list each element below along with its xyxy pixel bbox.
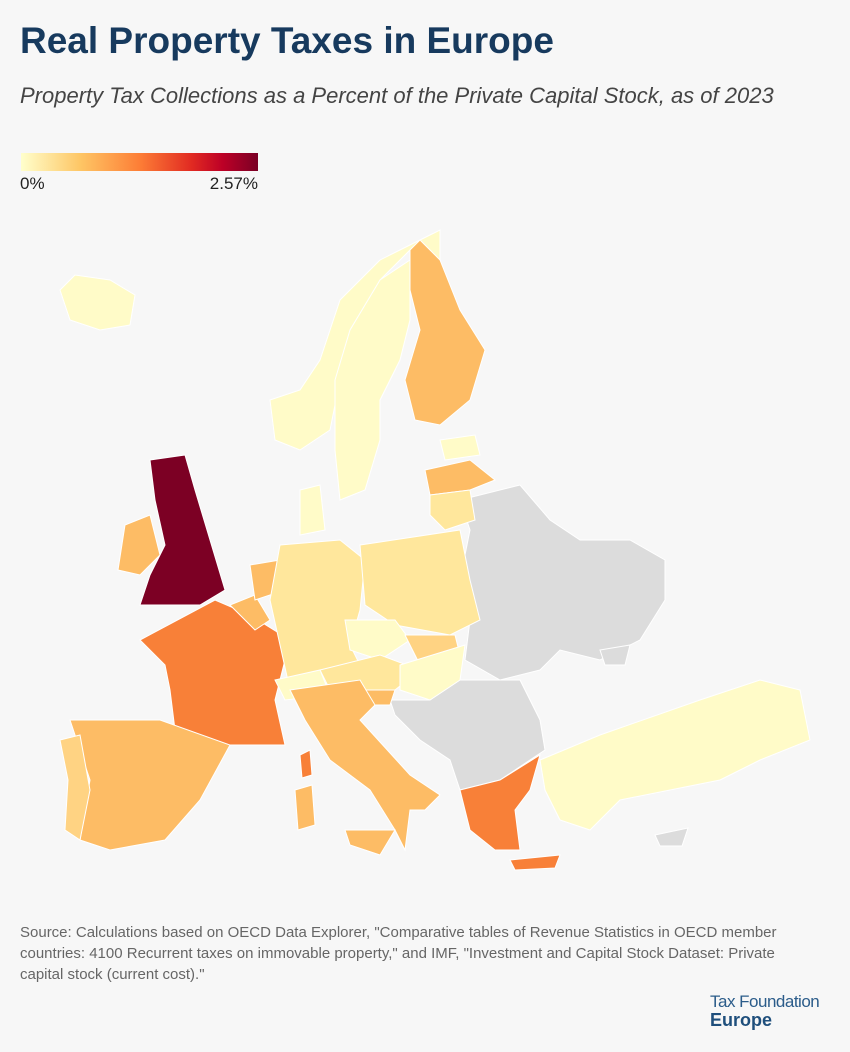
country-spain <box>69 719 231 851</box>
country-sardinia <box>294 784 316 831</box>
country-hungary <box>399 644 466 701</box>
country-crete <box>509 854 561 871</box>
country-denmark <box>299 484 326 536</box>
country-lithuania <box>429 489 476 531</box>
country-sweden <box>334 259 411 501</box>
country-iceland <box>59 274 136 331</box>
country-cyprus <box>654 827 689 847</box>
country-italy <box>289 679 441 852</box>
country-united-kingdom <box>139 454 226 606</box>
country-greece <box>459 753 541 851</box>
page-title: Real Property Taxes in Europe <box>20 20 554 61</box>
country-germany <box>269 539 366 691</box>
logo-line1: Tax Foundation <box>710 992 820 1011</box>
country-corsica <box>299 749 313 779</box>
country-belgium <box>229 594 271 631</box>
country-no-data-east <box>459 484 666 681</box>
legend-color-bar <box>21 153 258 171</box>
country-portugal <box>59 734 91 841</box>
tax-foundation-logo: Tax Foundation Europe <box>710 992 820 1030</box>
country-latvia <box>424 459 496 496</box>
country-czechia <box>344 619 411 661</box>
country-crimea <box>599 644 631 666</box>
subtitle: Property Tax Collections as a Percent of… <box>20 83 774 108</box>
logo-line2: Europe <box>710 1010 773 1030</box>
country-poland <box>359 529 481 636</box>
country-estonia <box>439 434 481 461</box>
source-note: Source: Calculations based on OECD Data … <box>20 924 777 983</box>
country-finland <box>404 239 486 426</box>
country-ireland <box>117 514 161 576</box>
legend-min-label: 0% <box>20 174 45 193</box>
country-sicily <box>344 829 396 856</box>
country-turkey <box>539 679 811 831</box>
legend-max-label: 2.57% <box>209 174 258 193</box>
